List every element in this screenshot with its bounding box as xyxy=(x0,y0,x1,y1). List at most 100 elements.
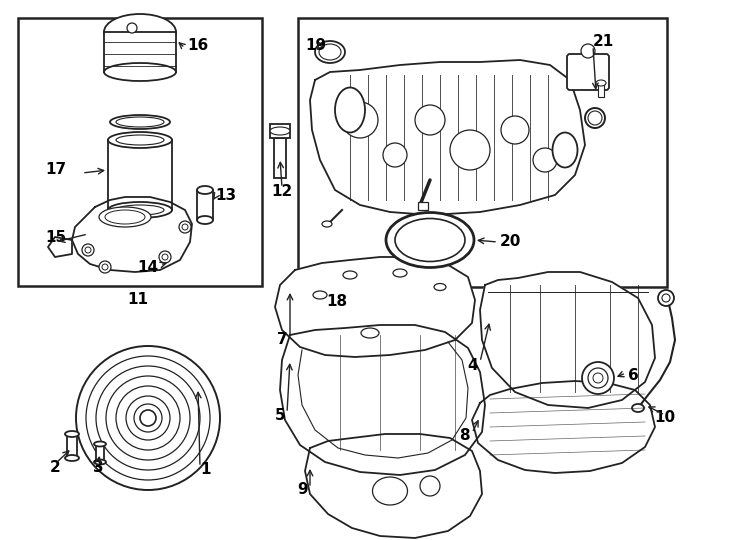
Circle shape xyxy=(179,221,191,233)
Ellipse shape xyxy=(322,221,332,227)
Circle shape xyxy=(85,247,91,253)
Ellipse shape xyxy=(588,111,602,125)
Ellipse shape xyxy=(108,132,172,148)
Bar xyxy=(298,18,667,287)
Ellipse shape xyxy=(108,202,172,218)
Ellipse shape xyxy=(553,132,578,167)
Text: 2: 2 xyxy=(50,461,60,476)
Circle shape xyxy=(126,396,170,440)
Ellipse shape xyxy=(343,271,357,279)
Bar xyxy=(96,444,104,462)
Circle shape xyxy=(593,373,603,383)
Ellipse shape xyxy=(315,41,345,63)
Ellipse shape xyxy=(116,205,164,215)
Polygon shape xyxy=(48,237,72,257)
Circle shape xyxy=(162,254,168,260)
Circle shape xyxy=(450,130,490,170)
Text: 1: 1 xyxy=(200,462,211,477)
Ellipse shape xyxy=(395,219,465,261)
Bar xyxy=(67,434,77,458)
Text: 15: 15 xyxy=(45,230,66,245)
Ellipse shape xyxy=(197,186,213,194)
Circle shape xyxy=(658,290,674,306)
Circle shape xyxy=(99,261,111,273)
Ellipse shape xyxy=(105,210,145,224)
Text: 5: 5 xyxy=(275,408,285,422)
Text: 13: 13 xyxy=(215,187,236,202)
Circle shape xyxy=(533,148,557,172)
Bar xyxy=(598,83,604,97)
Polygon shape xyxy=(275,257,475,357)
Circle shape xyxy=(582,362,614,394)
Circle shape xyxy=(96,366,200,470)
Ellipse shape xyxy=(94,460,106,464)
Ellipse shape xyxy=(372,477,407,505)
Ellipse shape xyxy=(434,284,446,291)
Ellipse shape xyxy=(632,404,644,412)
Ellipse shape xyxy=(65,455,79,461)
Text: 16: 16 xyxy=(187,38,208,53)
Ellipse shape xyxy=(313,291,327,299)
Text: 20: 20 xyxy=(500,234,521,249)
Circle shape xyxy=(140,410,156,426)
Polygon shape xyxy=(72,197,192,272)
Circle shape xyxy=(159,251,171,263)
Ellipse shape xyxy=(393,269,407,277)
Bar xyxy=(197,190,213,220)
Text: 19: 19 xyxy=(305,38,326,53)
Ellipse shape xyxy=(110,115,170,129)
Ellipse shape xyxy=(596,80,606,86)
Text: 8: 8 xyxy=(459,428,470,442)
Text: 3: 3 xyxy=(92,461,103,476)
Ellipse shape xyxy=(197,216,213,224)
Circle shape xyxy=(86,356,210,480)
Text: 17: 17 xyxy=(45,163,66,178)
Circle shape xyxy=(127,23,137,33)
Circle shape xyxy=(116,386,180,450)
Bar xyxy=(418,202,428,210)
Text: 18: 18 xyxy=(326,294,347,309)
Ellipse shape xyxy=(585,108,605,128)
Polygon shape xyxy=(310,60,585,215)
Circle shape xyxy=(501,116,529,144)
Ellipse shape xyxy=(319,44,341,60)
Ellipse shape xyxy=(94,442,106,447)
Text: 10: 10 xyxy=(655,410,675,426)
Text: 21: 21 xyxy=(593,35,614,50)
Bar xyxy=(274,138,286,178)
Polygon shape xyxy=(480,272,655,408)
Text: 6: 6 xyxy=(628,368,639,382)
Ellipse shape xyxy=(104,63,176,81)
Circle shape xyxy=(420,476,440,496)
Text: 11: 11 xyxy=(128,293,148,307)
Bar xyxy=(108,140,172,210)
Circle shape xyxy=(182,224,188,230)
Text: 14: 14 xyxy=(137,260,159,275)
Ellipse shape xyxy=(65,431,79,437)
Ellipse shape xyxy=(104,14,176,50)
Polygon shape xyxy=(472,381,655,473)
Circle shape xyxy=(106,376,190,460)
Text: 9: 9 xyxy=(297,483,308,497)
Ellipse shape xyxy=(99,207,151,227)
Ellipse shape xyxy=(335,87,365,132)
Circle shape xyxy=(588,368,608,388)
Circle shape xyxy=(102,264,108,270)
Polygon shape xyxy=(280,325,485,475)
Bar xyxy=(104,32,176,72)
Circle shape xyxy=(76,346,220,490)
Circle shape xyxy=(415,105,445,135)
FancyBboxPatch shape xyxy=(567,54,609,90)
Ellipse shape xyxy=(270,127,290,135)
Circle shape xyxy=(581,44,595,58)
Bar xyxy=(270,124,290,138)
Bar xyxy=(18,18,262,286)
Ellipse shape xyxy=(116,135,164,145)
Text: 7: 7 xyxy=(277,333,288,348)
Polygon shape xyxy=(305,434,482,538)
Ellipse shape xyxy=(386,213,474,267)
Text: 4: 4 xyxy=(468,357,478,373)
Circle shape xyxy=(383,143,407,167)
Ellipse shape xyxy=(116,117,164,127)
Ellipse shape xyxy=(361,328,379,338)
